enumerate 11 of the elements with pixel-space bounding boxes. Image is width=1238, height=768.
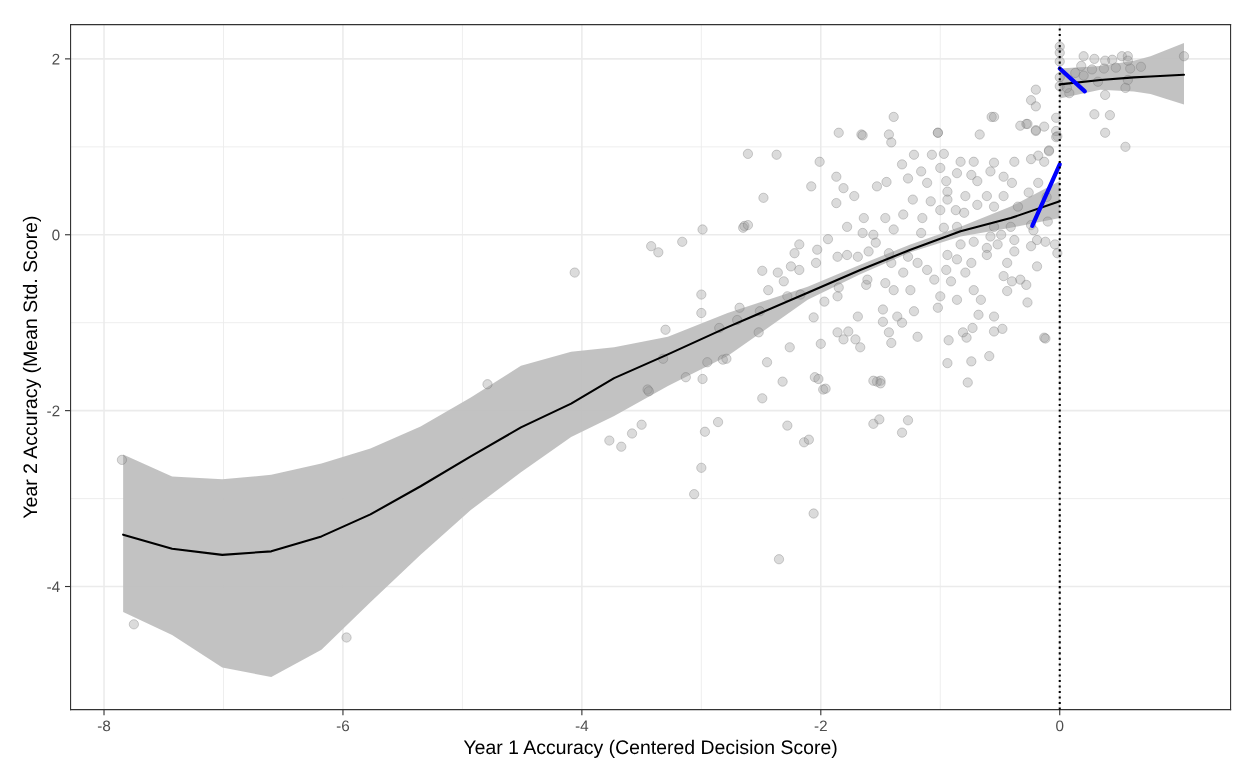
y-axis-title: Year 2 Accuracy (Mean Std. Score) xyxy=(22,216,42,519)
x-axis-title: Year 1 Accuracy (Centered Decision Score) xyxy=(463,739,837,758)
x-tick-label: -4 xyxy=(575,720,589,732)
y-tick-label: 2 xyxy=(52,53,60,65)
x-tick-label: 0 xyxy=(1056,720,1064,732)
y-tick-label: 0 xyxy=(52,229,60,241)
x-tick-label: -2 xyxy=(814,720,827,732)
y-tick-label: -2 xyxy=(47,405,60,417)
x-tick-label: -6 xyxy=(336,720,350,732)
y-tick-label: -4 xyxy=(47,581,60,593)
x-tick-label: -8 xyxy=(97,720,111,732)
